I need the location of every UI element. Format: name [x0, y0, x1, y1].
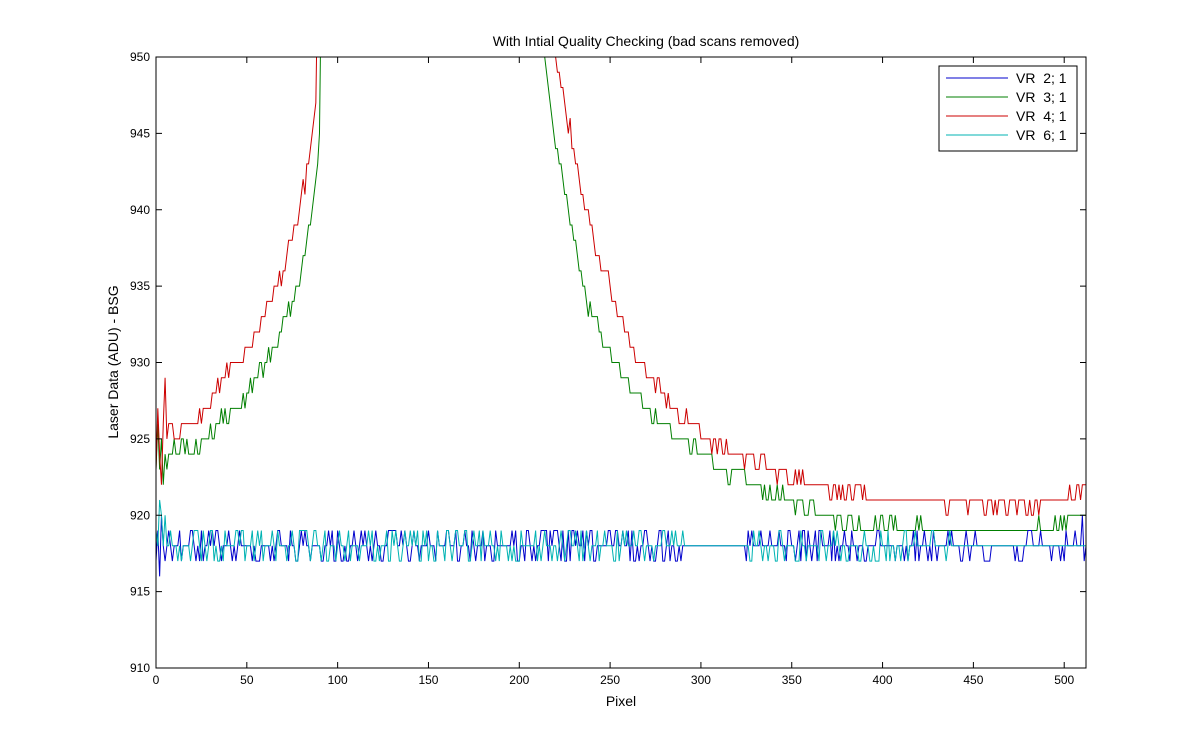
x-axis: 0 50 100 150 200 250 300 350 400 450 500	[153, 57, 1075, 687]
x-tick-label: 500	[1054, 673, 1074, 687]
plot-title: With Intial Quality Checking (bad scans …	[493, 33, 800, 49]
y-tick-label: 915	[130, 585, 150, 599]
x-tick-label: 50	[240, 673, 254, 687]
x-tick-label: 350	[782, 673, 802, 687]
x-tick-label: 0	[153, 673, 160, 687]
series-layer	[156, 57, 1086, 577]
legend-entry-label: VR 2; 1	[1016, 70, 1067, 86]
y-axis: 910 915 920 925 930 935 940 945 950	[130, 50, 1086, 675]
legend-entry-label: VR 4; 1	[1016, 108, 1067, 124]
series-line-2	[156, 57, 1086, 532]
x-tick-label: 450	[963, 673, 983, 687]
x-tick-label: 200	[509, 673, 529, 687]
y-tick-label: 945	[130, 126, 150, 140]
x-tick-label: 250	[600, 673, 620, 687]
y-tick-label: 910	[130, 661, 150, 675]
y-tick-label: 930	[130, 356, 150, 370]
legend-entry-label: VR 3; 1	[1016, 89, 1067, 105]
legend: VR 2; 1 VR 3; 1 VR 4; 1 VR 6; 1	[938, 65, 1078, 152]
x-tick-label: 300	[691, 673, 711, 687]
series-line-4	[156, 499, 1086, 562]
x-tick-label: 400	[873, 673, 893, 687]
legend-box	[938, 65, 1078, 152]
y-tick-label: 935	[130, 279, 150, 293]
y-tick-label: 950	[130, 50, 150, 64]
x-axis-label: Pixel	[606, 693, 636, 709]
y-tick-label: 940	[130, 203, 150, 217]
y-tick-label: 920	[130, 508, 150, 522]
x-tick-label: 100	[328, 673, 348, 687]
legend-entry-label: VR 6; 1	[1016, 127, 1067, 143]
y-axis-label: Laser Data (ADU) - BSG	[105, 285, 121, 438]
series-line-3	[156, 57, 1086, 516]
x-tick-label: 150	[418, 673, 438, 687]
y-tick-label: 925	[130, 432, 150, 446]
